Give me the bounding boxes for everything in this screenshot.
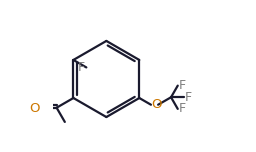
Text: F: F xyxy=(185,91,192,104)
Text: O: O xyxy=(152,98,162,111)
Text: F: F xyxy=(78,61,85,74)
Text: O: O xyxy=(30,102,40,114)
Text: F: F xyxy=(178,79,186,92)
Text: F: F xyxy=(178,102,186,115)
